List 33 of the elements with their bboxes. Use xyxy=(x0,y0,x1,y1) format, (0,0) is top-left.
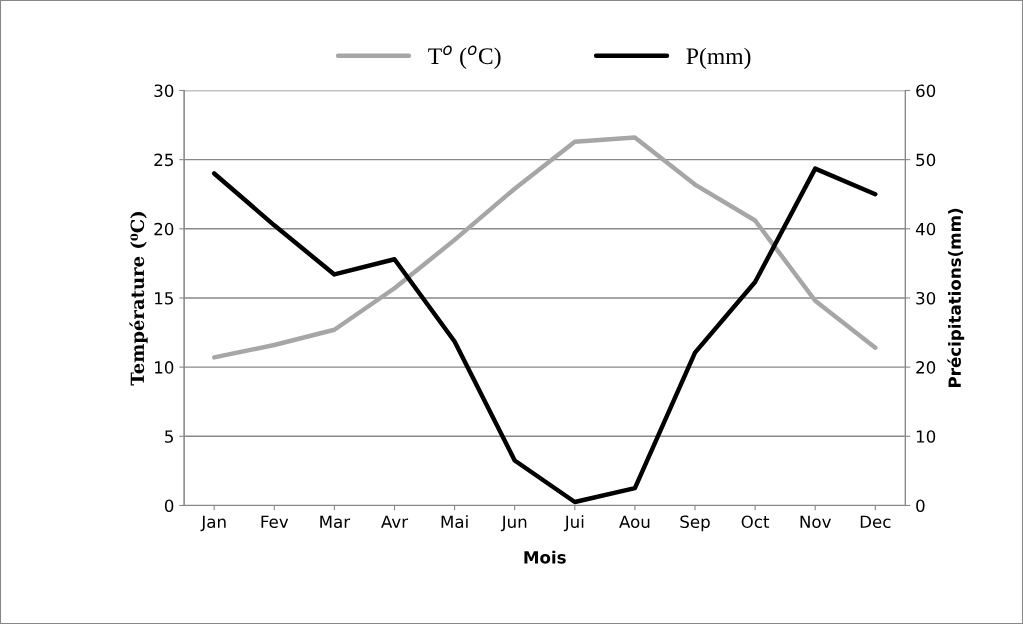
line-series xyxy=(211,135,878,360)
y2-tick-label: 20 xyxy=(916,361,936,374)
y-tick-label: 20 xyxy=(154,222,174,236)
y-tick-label: 5 xyxy=(165,430,173,443)
y2-tick-label: 40 xyxy=(915,222,936,236)
x-axis-title: Mois xyxy=(524,550,566,564)
y2-tick-label: 0 xyxy=(916,499,925,513)
x-tick-label: Jun xyxy=(500,515,527,532)
x-tick-label: Aou xyxy=(619,515,650,529)
y-tick-label: 15 xyxy=(155,292,173,305)
x-tick-label: Mar xyxy=(320,515,351,529)
y2-axis-title: Précipitations(mm) xyxy=(947,208,965,387)
y2-tick-label: 10 xyxy=(916,430,936,443)
x-tick-label: Jui xyxy=(563,515,584,532)
x-tick-label: Dec xyxy=(860,515,891,529)
y-tick-label: 25 xyxy=(154,153,173,167)
y2-tick-label: 60 xyxy=(916,84,936,98)
x-tick-label: Jan xyxy=(200,515,226,532)
y-tick-label: 0 xyxy=(164,499,174,513)
x-tick-label: Fev xyxy=(261,515,289,529)
y2-tick-label: 30 xyxy=(916,291,936,305)
y-tick-label: 10 xyxy=(155,361,174,374)
x-tick-label: Mai xyxy=(441,515,468,529)
line-series xyxy=(211,166,878,505)
y-axis-title: Température (⁰C) xyxy=(129,211,148,386)
x-tick-label: Avr xyxy=(381,515,409,528)
legend-label: P(mm) xyxy=(686,47,751,70)
x-tick-label: Oct xyxy=(741,515,770,529)
y-tick-label: 30 xyxy=(154,84,174,98)
y2-tick-label: 50 xyxy=(916,153,936,167)
x-tick-label: Nov xyxy=(800,515,831,529)
x-tick-label: Sep xyxy=(680,515,710,532)
legend-label: T$^{o}$ ($^{o}$C) xyxy=(428,45,501,69)
